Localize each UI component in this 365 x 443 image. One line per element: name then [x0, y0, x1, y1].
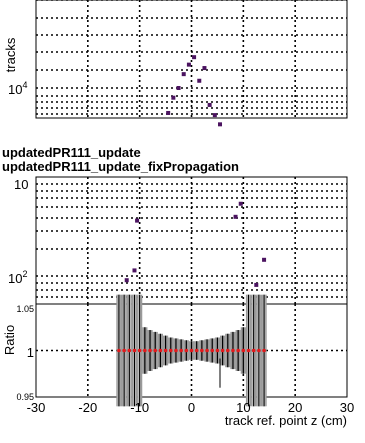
data-point: [163, 348, 168, 353]
xtick-label: 30: [340, 400, 354, 415]
data-point: [218, 122, 223, 127]
data-point: [241, 348, 246, 353]
legend-entry-2: updatedPR111_update_fixPropagation: [2, 159, 239, 174]
data-point: [254, 282, 259, 287]
xtick-label: -20: [78, 400, 97, 415]
data-point: [262, 257, 267, 262]
ratio-axis-ticks: -30 -20 -10 0 10 20 30 0.95 1 1.05: [16, 304, 354, 415]
data-point: [207, 102, 212, 107]
top-panel: tracks 104: [3, 0, 348, 127]
data-point: [166, 110, 171, 115]
data-point: [122, 348, 126, 353]
data-point: [215, 348, 220, 353]
data-point: [262, 348, 266, 353]
data-point: [184, 348, 189, 353]
ytick-label: 1: [27, 345, 34, 360]
xtick-label: 0: [188, 400, 195, 415]
data-point: [202, 66, 207, 71]
middle-ytick-label-2: 102: [8, 269, 27, 286]
data-point: [158, 348, 163, 353]
data-point: [220, 348, 225, 353]
top-grid: [36, 0, 347, 118]
top-points: [166, 55, 223, 127]
top-ytick-label: 104: [8, 80, 27, 97]
data-point: [174, 348, 178, 353]
data-point: [186, 62, 191, 67]
xtick-label: 10: [236, 400, 250, 415]
data-point: [168, 348, 173, 353]
xtick-label: -30: [27, 400, 46, 415]
middle-grid: [36, 177, 347, 304]
data-point: [132, 268, 137, 273]
data-point: [231, 348, 235, 353]
data-point: [197, 78, 202, 83]
top-ylabel: tracks: [3, 37, 18, 72]
data-point: [132, 348, 137, 353]
data-point: [148, 348, 152, 353]
data-point: [181, 72, 186, 77]
data-point: [246, 348, 251, 353]
data-point: [212, 113, 217, 118]
middle-ytick-label-1: 10: [14, 177, 28, 192]
xlabel: track ref. point z (cm): [225, 413, 347, 428]
ratio-panel: Ratio -30 -20 -10 0 10 20 30 0.95 1 1.05 track re…: [2, 294, 354, 428]
data-point: [127, 348, 132, 353]
data-point: [194, 348, 199, 353]
middle-points: [124, 201, 267, 287]
data-point: [251, 348, 256, 353]
ratio-ylabel: Ratio: [2, 325, 17, 355]
data-point: [236, 348, 240, 353]
data-point: [205, 348, 209, 353]
data-point: [200, 348, 204, 353]
data-point: [192, 55, 197, 60]
middle-panel: 10 102: [8, 176, 348, 305]
data-point: [238, 201, 243, 206]
data-point: [117, 348, 121, 353]
xtick-label: -10: [130, 400, 149, 415]
data-point: [124, 278, 129, 283]
data-point: [225, 348, 230, 353]
data-point: [135, 218, 140, 223]
data-point: [137, 348, 142, 353]
ytick-label: 0.95: [16, 392, 34, 402]
data-point: [153, 348, 158, 353]
data-point: [171, 95, 176, 100]
data-point: [210, 348, 215, 353]
data-point: [189, 348, 194, 353]
legend-entry-1: updatedPR111_update: [2, 145, 141, 160]
data-point: [176, 86, 181, 90]
xtick-label: 20: [288, 400, 302, 415]
data-point: [179, 348, 183, 353]
ytick-label: 1.05: [16, 304, 34, 314]
data-point: [257, 348, 261, 353]
ratio-points: [117, 348, 266, 388]
data-point: [143, 348, 147, 353]
data-point: [233, 214, 238, 219]
